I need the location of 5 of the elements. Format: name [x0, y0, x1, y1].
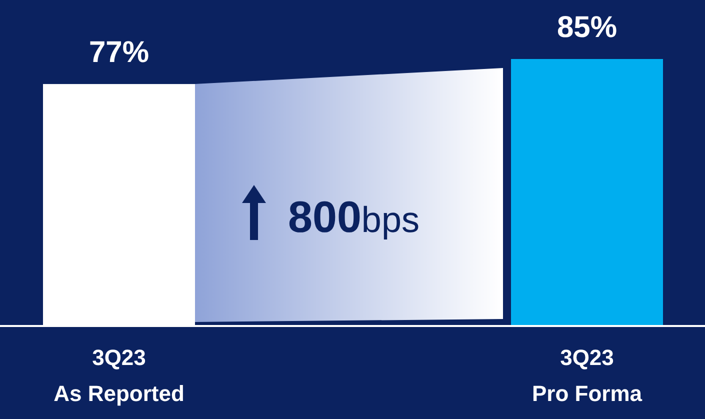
data-label: 77%: [88, 36, 150, 70]
annotation: 800bps: [288, 193, 420, 242]
data-label: 85%: [556, 11, 618, 44]
x-tick-label: 3Q23 Pro Forma: [532, 345, 643, 406]
x-tick-label: 3Q23 As Reported: [54, 345, 184, 406]
